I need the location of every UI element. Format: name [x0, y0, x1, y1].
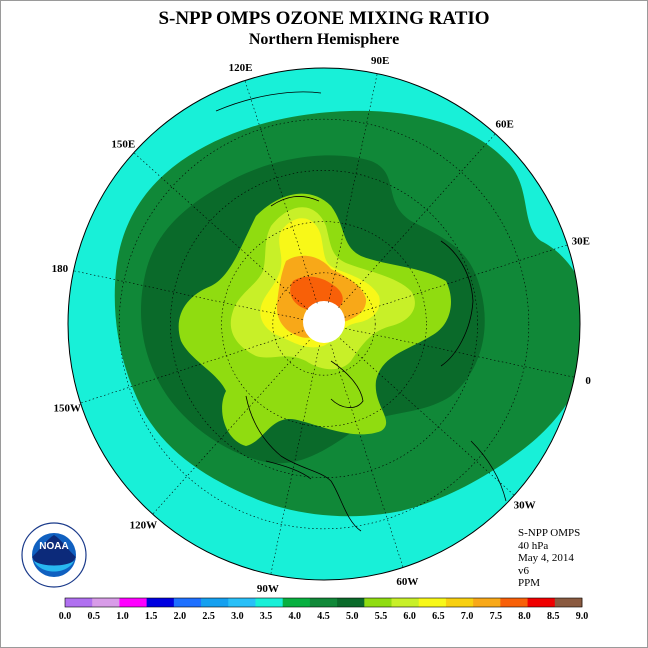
longitude-label: 180 — [52, 263, 69, 275]
coast-africa — [470, 440, 507, 502]
meridian-line — [133, 152, 309, 310]
colorbar-cell — [146, 598, 175, 607]
meridian-line — [344, 244, 568, 318]
longitude-label: 60W — [396, 576, 418, 588]
latitude-circle — [221, 221, 427, 427]
colorbar-cell — [119, 598, 148, 607]
colorbar-cell — [201, 598, 229, 607]
colorbar-tick-label: 4.0 — [289, 611, 302, 622]
chart-subtitle: Northern Hemisphere — [248, 31, 400, 48]
map-boundary — [67, 67, 581, 581]
colorbar-tick-label: 8.0 — [518, 611, 531, 622]
info-level: 40 hPa — [518, 539, 549, 552]
meridian-line — [345, 328, 575, 378]
colorbar-tick-label: 6.0 — [403, 611, 416, 622]
colorbar-cell — [418, 598, 447, 607]
info-version: v6 — [518, 564, 529, 577]
colorbar-cell — [445, 598, 474, 607]
longitude-label: 90W — [257, 583, 279, 595]
colorbar-tick-label: 7.0 — [461, 611, 474, 622]
longitude-label: 120E — [229, 62, 253, 74]
colorbar-cell — [65, 598, 93, 607]
info-units: PPM — [518, 577, 541, 589]
colorbar-tick-label: 7.5 — [490, 611, 503, 622]
colorbar-cell — [473, 598, 501, 607]
colorbar-cell — [364, 598, 392, 607]
colorbar-cell — [500, 598, 528, 607]
latitude-circle — [118, 118, 530, 530]
meridian-line — [339, 338, 515, 496]
meridian-line — [244, 80, 318, 304]
colorbar-tick-label: 0.5 — [87, 611, 100, 622]
latitude-circle — [170, 170, 478, 478]
noaa-logo: NOAA — [21, 522, 87, 588]
chart-title: S-NPP OMPS OZONE MIXING RATIO — [158, 8, 490, 29]
colorbar-ticks: 0.0 0.5 1.0 1.5 2.0 2.5 3.0 3.5 4.0 4.5 5.0 5.5 6.0 6… — [59, 611, 589, 622]
meridian-line — [73, 270, 303, 320]
meridian-line — [152, 339, 310, 515]
meridian-line — [270, 345, 320, 575]
meridian-line — [80, 330, 304, 404]
colorbar-cell — [337, 598, 365, 607]
latitude-circle — [272, 272, 376, 376]
longitude-labels: 90E 60E 30E 0 30W 60W 90W 120W 150W 180 150E 120E — [52, 55, 592, 595]
colorbar-cell — [173, 598, 202, 607]
meridian-line — [328, 73, 378, 303]
colorbar-cell — [554, 598, 583, 607]
colorbar-tick-label: 5.0 — [346, 611, 359, 622]
latitude-circles — [118, 118, 530, 530]
logo-wave — [34, 561, 74, 572]
meridian-line — [338, 133, 496, 309]
coast-siberia — [270, 196, 320, 207]
colorbar-tick-label: 8.5 — [547, 611, 560, 622]
colorbar-tick-label: 6.5 — [432, 611, 445, 622]
coast-north-america — [245, 395, 362, 532]
longitude-label: 30W — [514, 500, 536, 512]
meridians — [73, 73, 575, 575]
longitude-label: 120W — [130, 520, 158, 532]
colorbar-tick-label: 2.5 — [202, 611, 215, 622]
colorbar-cell — [391, 598, 420, 607]
meridian-line — [330, 344, 404, 568]
coast-greenland — [330, 360, 364, 408]
colorbar-tick-label: 1.0 — [116, 611, 129, 622]
plot-info: S-NPP OMPS 40 hPa May 4, 2014 v6 PPM — [518, 527, 580, 590]
colorbar-outline — [64, 597, 583, 608]
logo-bird — [32, 535, 76, 569]
colorbar-cell — [228, 598, 256, 607]
longitude-label: 150E — [111, 138, 135, 150]
colorbar-tick-label: 9.0 — [576, 611, 589, 622]
info-date: May 4, 2014 — [518, 552, 574, 564]
longitude-label: 60E — [495, 118, 513, 130]
longitude-label: 150W — [53, 402, 81, 414]
colorbar-cell — [527, 598, 556, 607]
logo-wordmark: NOAA — [39, 541, 68, 552]
colorbar-cell — [255, 598, 284, 607]
colorbar-tick-label: 2.0 — [174, 611, 187, 622]
colorbar-cell — [282, 598, 311, 607]
colorbar-tick-label: 4.5 — [317, 611, 330, 622]
colorbar-cells — [64, 597, 583, 608]
colorbar-cell — [92, 598, 120, 607]
info-instrument: S-NPP OMPS — [518, 527, 581, 539]
colorbar-tick-label: 3.0 — [231, 611, 244, 622]
colorbar-cell — [309, 598, 338, 607]
longitude-label: 30E — [572, 236, 590, 248]
polar-data-gap — [303, 301, 345, 343]
coast-pacific — [215, 91, 322, 112]
colorbar-tick-label: 3.5 — [260, 611, 273, 622]
coast-europe — [440, 240, 474, 367]
colorbar-tick-label: 0.0 — [59, 611, 72, 622]
longitude-label: 0 — [585, 375, 591, 387]
colorbar-tick-label: 5.5 — [375, 611, 388, 622]
colorbar-tick-label: 1.5 — [145, 611, 158, 622]
longitude-label: 90E — [371, 55, 389, 67]
colorbar: 0.0 0.5 1.0 1.5 2.0 2.5 3.0 3.5 4.0 4.5 5.0 5.5 6.0 6… — [59, 597, 589, 622]
